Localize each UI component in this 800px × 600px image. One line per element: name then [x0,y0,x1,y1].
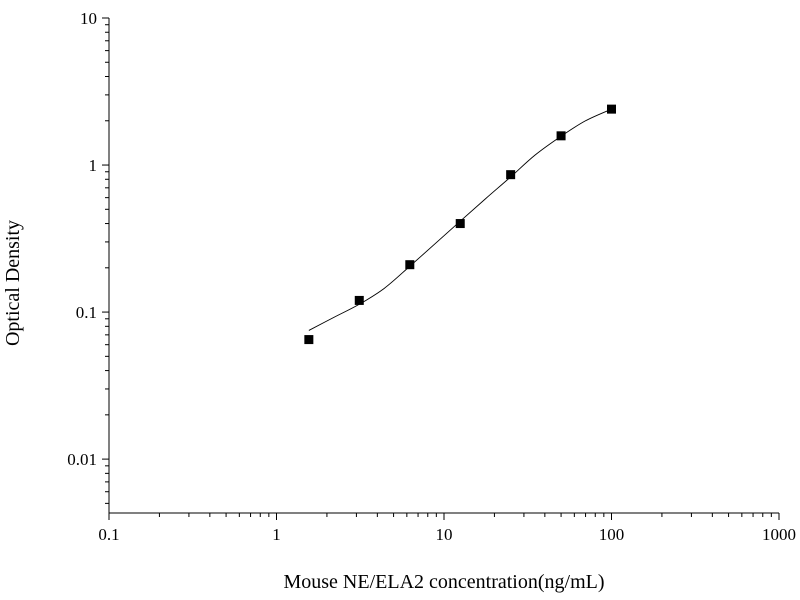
data-point [405,260,415,270]
y-tick-label: 0.1 [76,303,97,322]
data-points-layer [304,104,616,345]
x-axis-label: Mouse NE/ELA2 concentration(ng/mL) [283,571,604,593]
data-point [506,170,516,180]
y-tick-label: 1 [89,156,98,175]
x-tick-label: 10 [436,525,453,544]
axes: 0.1 1 10 100 1000 0.01 0.1 1 10 [67,9,796,544]
y-tick-label: 10 [80,9,97,28]
data-point [304,335,314,345]
data-point [607,104,616,114]
data-point [455,219,465,229]
x-tick-label: 100 [599,525,625,544]
x-tick-label: 0.1 [98,525,119,544]
x-tick-label: 1 [272,525,281,544]
data-point [354,295,364,305]
x-tick-label: 1000 [762,525,796,544]
y-axis-label: Optical Density [2,220,24,346]
y-tick-label: 0.01 [67,450,97,469]
data-point [556,131,566,141]
